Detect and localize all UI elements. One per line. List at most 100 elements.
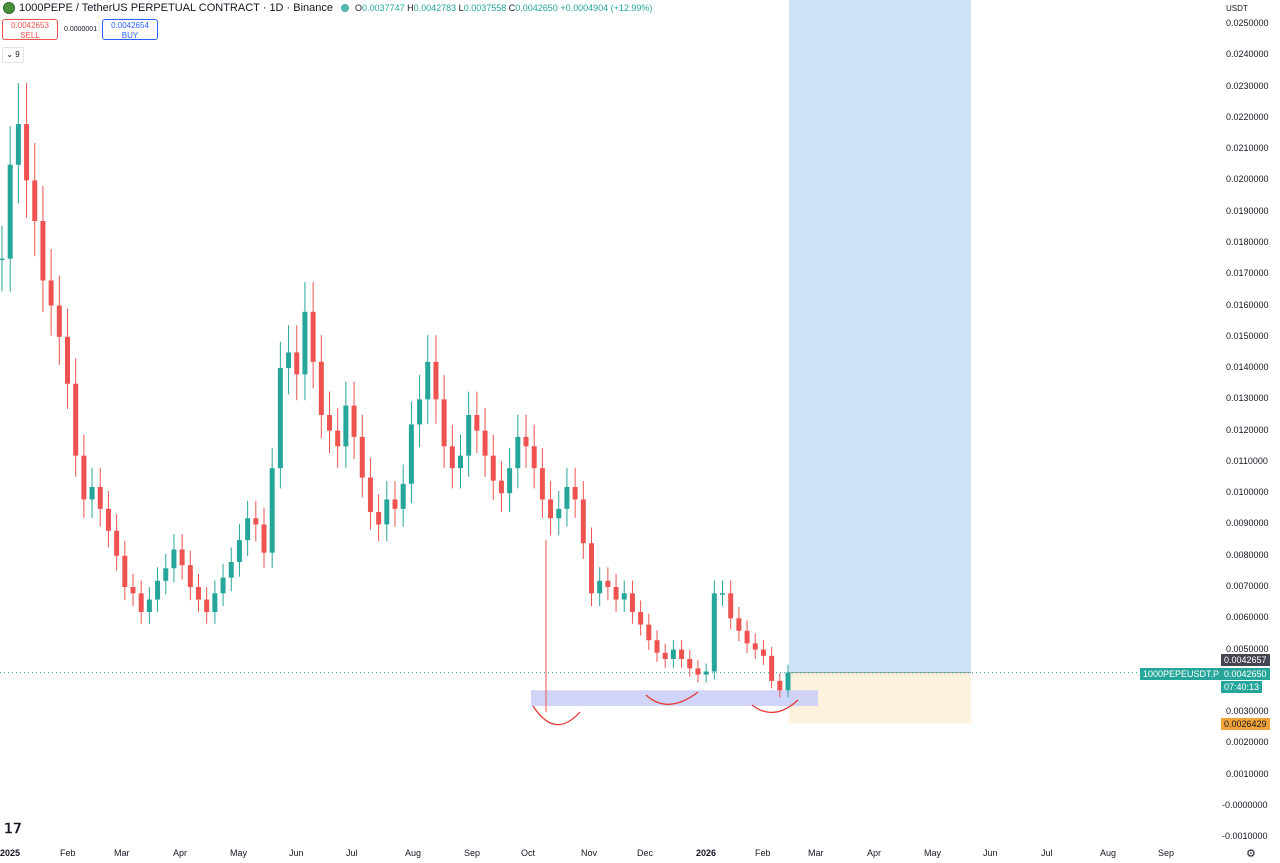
candle (564, 486, 570, 509)
x-tick-label: Apr (867, 848, 882, 858)
axis-unit: USDT (1226, 4, 1248, 13)
chart-title: 1000PEPE / TetherUS PERPETUAL CONTRACT ·… (19, 2, 334, 14)
candle (646, 624, 652, 641)
long-target-zone (789, 0, 971, 673)
candle (507, 468, 513, 494)
candle (548, 499, 554, 519)
chevron-down-icon: ⌄ (6, 50, 13, 59)
y-tick-label: 0.0070000 (1226, 581, 1269, 592)
y-tick-label: 0.0230000 (1226, 80, 1269, 91)
y-tick-label: 0.0240000 (1226, 49, 1269, 60)
last-price-tag: 0.0042650 (1221, 668, 1270, 680)
candle (204, 599, 210, 613)
candle (114, 530, 120, 556)
candle (122, 555, 128, 588)
candle (171, 549, 177, 569)
long-stop-zone (789, 672, 971, 724)
candle (179, 549, 185, 566)
y-tick-label: -0.0000000 (1222, 800, 1268, 810)
candle (441, 399, 447, 447)
candle (81, 455, 87, 500)
market-status-icon[interactable] (341, 4, 350, 12)
candle (539, 468, 545, 500)
candle (449, 446, 455, 469)
x-tick-label: Jun (983, 848, 998, 858)
bottom-arc (645, 691, 699, 705)
candle (498, 480, 504, 494)
y-tick-label: 0.0050000 (1226, 643, 1269, 654)
candle (286, 352, 292, 369)
candle (48, 280, 54, 306)
candle (670, 649, 676, 659)
y-tick-label: 0.0060000 (1226, 612, 1269, 623)
candle (728, 593, 734, 619)
candle (417, 399, 423, 425)
symbol-logo-icon (3, 2, 15, 14)
candle (335, 430, 341, 447)
y-tick-label: 0.0110000 (1226, 455, 1268, 466)
candle (65, 336, 70, 384)
x-tick-label: Oct (521, 848, 536, 858)
ask-price-tag: 0.0042657 (1221, 654, 1270, 666)
candle (245, 518, 251, 541)
candle (515, 436, 521, 469)
candle (785, 672, 791, 691)
candle (392, 499, 398, 509)
candle (294, 352, 300, 375)
candle (384, 499, 390, 525)
candle (752, 643, 758, 650)
gear-icon[interactable]: ⚙ (1246, 848, 1256, 860)
y-tick-label: 0.0170000 (1226, 268, 1269, 279)
candle (736, 618, 742, 631)
x-tick-label: Mar (808, 848, 824, 858)
y-tick-label: 0.0150000 (1226, 330, 1269, 341)
x-tick-label: Dec (637, 848, 654, 858)
candle (597, 580, 603, 594)
candle (310, 311, 316, 362)
y-tick-label: 0.0100000 (1226, 487, 1269, 498)
candle (769, 655, 775, 681)
candle (400, 483, 406, 509)
countdown-tag: 07:40:13 (1221, 681, 1263, 693)
buy-button[interactable]: 0.0042654 BUY (102, 19, 158, 40)
candle (130, 587, 136, 594)
candle (556, 508, 562, 519)
support-zone (531, 690, 818, 706)
candle (458, 455, 463, 469)
candle (32, 180, 38, 222)
candle (711, 593, 717, 672)
sell-button[interactable]: 0.0042653 SELL (2, 19, 58, 40)
x-tick-label: Apr (173, 848, 188, 858)
candle (376, 511, 382, 525)
candle (97, 486, 103, 509)
tradingview-logo-icon[interactable]: 𝟣𝟩 (4, 820, 22, 836)
y-tick-label: 0.0130000 (1226, 393, 1269, 404)
x-tick-label: Sep (464, 848, 481, 858)
candle (351, 405, 357, 437)
candle (212, 593, 218, 613)
y-tick-label: 0.0120000 (1226, 424, 1269, 435)
candle (0, 258, 5, 261)
candle (318, 361, 324, 415)
candle (572, 486, 578, 500)
candle (367, 477, 373, 512)
indicators-toggle-button[interactable]: ⌄ 9 (2, 47, 24, 63)
y-tick-label: 0.0200000 (1226, 174, 1269, 185)
y-tick-label: 0.0090000 (1226, 518, 1269, 529)
x-tick-label: Jul (346, 848, 358, 858)
candle (482, 430, 488, 456)
candle (343, 405, 349, 447)
candle (155, 580, 161, 600)
y-tick-label: 0.0250000 (1226, 18, 1269, 28)
y-tick-label: 0.0140000 (1226, 362, 1269, 373)
candle (638, 612, 644, 625)
candle (425, 361, 431, 400)
x-tick-label: Nov (581, 848, 598, 858)
candle (89, 486, 95, 500)
x-tick-label: Jun (289, 848, 304, 858)
candle (433, 361, 439, 400)
symbol-price-tag: 1000PEPEUSDT.P (1140, 668, 1223, 680)
candle (490, 455, 496, 481)
candle (703, 671, 709, 675)
